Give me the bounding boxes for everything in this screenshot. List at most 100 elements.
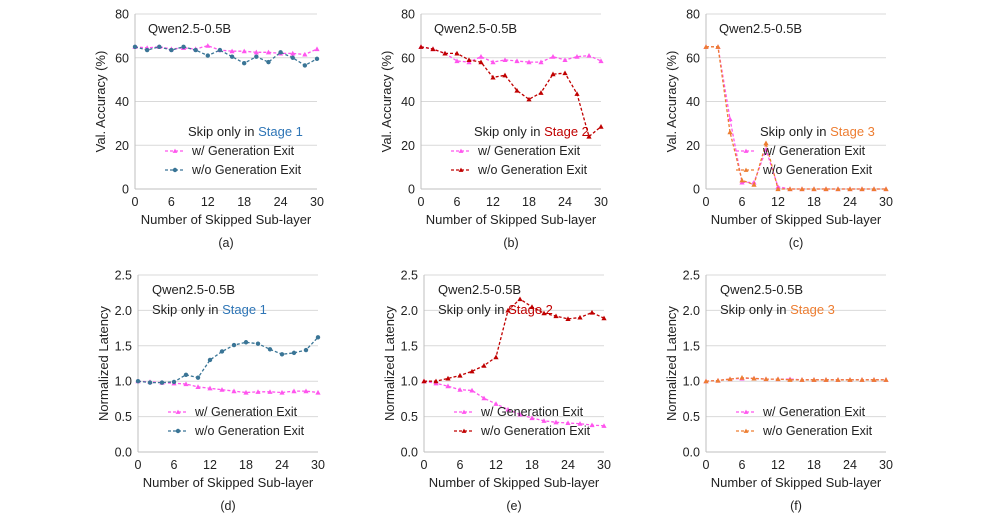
x-tick-label: 24 bbox=[843, 458, 857, 472]
model-label: Qwen2.5-0.5B bbox=[720, 282, 803, 297]
stage-label-stage: Stage 2 bbox=[508, 302, 553, 317]
x-tick-label: 24 bbox=[275, 458, 289, 472]
stage-label-prefix: Skip only in bbox=[188, 124, 258, 139]
legend-label: w/o Generation Exit bbox=[480, 424, 591, 438]
data-point bbox=[157, 44, 162, 50]
data-point bbox=[490, 74, 496, 80]
data-point bbox=[589, 309, 595, 315]
data-point bbox=[219, 349, 225, 354]
x-axis-title: Number of Skipped Sub-layer bbox=[141, 212, 312, 227]
model-label: Qwen2.5-0.5B bbox=[148, 21, 231, 36]
y-tick-label: 0 bbox=[693, 183, 700, 197]
x-tick-label: 0 bbox=[132, 195, 139, 209]
y-axis-title: Val. Accuracy (%) bbox=[93, 51, 108, 153]
x-tick-label: 12 bbox=[489, 458, 503, 472]
y-tick-label: 1.0 bbox=[683, 375, 700, 389]
data-point bbox=[181, 44, 186, 50]
data-point bbox=[811, 186, 817, 192]
data-point bbox=[418, 44, 424, 49]
y-axis-title: Normalized Latency bbox=[664, 306, 679, 421]
stage-label-stage: Stage 1 bbox=[222, 302, 267, 317]
y-tick-label: 0.5 bbox=[683, 410, 700, 424]
data-point bbox=[231, 342, 237, 348]
legend-label: w/ Generation Exit bbox=[762, 405, 866, 419]
legend-label: w/ Generation Exit bbox=[194, 405, 298, 419]
legend-marker bbox=[458, 167, 464, 172]
data-point bbox=[541, 310, 547, 316]
data-point bbox=[739, 177, 745, 183]
data-point bbox=[253, 49, 259, 55]
data-point bbox=[517, 296, 523, 302]
data-point bbox=[466, 57, 472, 63]
x-tick-label: 6 bbox=[454, 195, 461, 209]
x-tick-label: 24 bbox=[558, 195, 572, 209]
data-point bbox=[787, 186, 793, 192]
data-point bbox=[457, 372, 463, 378]
y-tick-label: 80 bbox=[401, 8, 415, 22]
y-tick-label: 20 bbox=[686, 139, 700, 153]
data-point bbox=[553, 313, 559, 319]
data-point bbox=[279, 389, 285, 395]
data-point bbox=[193, 47, 198, 53]
data-point bbox=[279, 352, 285, 357]
data-point bbox=[703, 378, 709, 384]
y-tick-label: 1.0 bbox=[401, 375, 418, 389]
x-tick-label: 6 bbox=[168, 195, 175, 209]
data-point bbox=[562, 70, 568, 76]
legend: w/ Generation Exit w/o Generation Exit bbox=[454, 405, 591, 438]
data-point bbox=[751, 182, 757, 187]
data-point bbox=[565, 316, 571, 321]
stage-label: Skip only in Stage 2 bbox=[438, 302, 553, 317]
stage-label: Skip only in Stage 1 bbox=[152, 302, 267, 317]
stage-label-stage: Stage 2 bbox=[544, 124, 589, 139]
data-point bbox=[703, 44, 709, 49]
data-point bbox=[763, 140, 769, 146]
data-point bbox=[529, 415, 535, 421]
panel-label: (d) bbox=[220, 499, 235, 513]
data-point bbox=[493, 401, 499, 406]
x-axis-title: Number of Skipped Sub-layer bbox=[426, 212, 597, 227]
data-point bbox=[493, 354, 499, 360]
y-tick-label: 40 bbox=[115, 95, 129, 109]
y-tick-label: 80 bbox=[115, 8, 129, 22]
data-point bbox=[254, 54, 259, 59]
x-tick-label: 12 bbox=[203, 458, 217, 472]
data-point bbox=[147, 380, 153, 385]
data-point bbox=[266, 59, 271, 65]
data-point bbox=[835, 377, 841, 382]
data-point bbox=[454, 58, 460, 64]
data-point bbox=[229, 54, 235, 59]
data-point bbox=[847, 377, 853, 382]
data-point bbox=[241, 48, 247, 54]
legend-label: w/ Generation Exit bbox=[477, 144, 581, 158]
x-tick-label: 30 bbox=[310, 195, 324, 209]
data-point bbox=[871, 377, 877, 382]
y-tick-label: 60 bbox=[686, 51, 700, 65]
data-point bbox=[454, 50, 460, 56]
stage-label: Skip only in Stage 2 bbox=[474, 124, 589, 139]
x-tick-label: 0 bbox=[703, 458, 710, 472]
data-point bbox=[541, 418, 547, 423]
panel-label: (a) bbox=[218, 236, 233, 250]
data-point bbox=[481, 363, 487, 368]
data-point bbox=[502, 57, 508, 63]
data-point bbox=[505, 406, 511, 412]
legend-label: w/o Generation Exit bbox=[191, 163, 302, 177]
x-tick-label: 6 bbox=[739, 458, 746, 472]
legend-label: w/ Generation Exit bbox=[480, 405, 584, 419]
legend-marker bbox=[743, 167, 749, 172]
data-point bbox=[433, 378, 439, 384]
x-tick-label: 18 bbox=[522, 195, 536, 209]
x-tick-label: 18 bbox=[807, 195, 821, 209]
data-point bbox=[490, 59, 496, 65]
data-point bbox=[469, 368, 475, 374]
legend-marker bbox=[743, 428, 749, 433]
data-point bbox=[205, 53, 210, 58]
y-tick-label: 2.5 bbox=[401, 269, 418, 283]
y-tick-label: 1.0 bbox=[115, 375, 132, 389]
legend-marker bbox=[172, 167, 178, 173]
data-point bbox=[132, 44, 138, 50]
y-axis-title: Normalized Latency bbox=[96, 306, 111, 421]
data-point bbox=[255, 341, 261, 346]
data-point bbox=[445, 375, 451, 381]
